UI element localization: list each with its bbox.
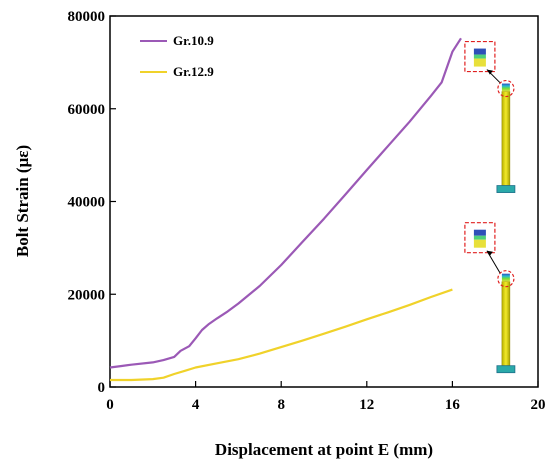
- plot-area: 0 4 8 12 16 20 0 20000 40000 60000 80000: [68, 9, 546, 413]
- y-tick-label: 80000: [68, 9, 106, 25]
- zoom-cap-yellow: [473, 239, 486, 248]
- x-tick-label: 12: [359, 397, 374, 413]
- x-tick-label: 20: [531, 397, 546, 413]
- focus-circle: [497, 79, 515, 98]
- axis-ticks: 0 4 8 12 16 20 0 20000 40000 60000 80000: [68, 9, 546, 413]
- y-tick-label: 0: [98, 380, 106, 396]
- series-layer: [109, 37, 462, 382]
- zoom-cap-green: [473, 54, 486, 59]
- legend: Gr.10.9 Gr.12.9: [140, 33, 214, 79]
- zoom-arrow-head: [486, 250, 493, 256]
- bolt-inset-gr12-9: [464, 222, 516, 374]
- x-tick-label: 16: [445, 397, 461, 413]
- bolt-tip: [501, 273, 510, 282]
- y-tick-label: 20000: [68, 287, 106, 303]
- bolt-head: [496, 185, 516, 193]
- y-axis-label: Bolt Strain (με): [13, 145, 32, 257]
- bolt-insets: [464, 40, 516, 374]
- zoom-arrow: [486, 250, 501, 273]
- zoom-box: [464, 222, 496, 254]
- bolt-inset-gr10-9: [464, 40, 516, 193]
- series-line-gr-12-9: [110, 288, 453, 382]
- zoom-box: [464, 40, 496, 73]
- series-line-gr-10-9: [109, 37, 462, 369]
- bolt-shank: [501, 281, 511, 366]
- x-tick-label: 8: [277, 397, 285, 413]
- legend-label-gr12-9: Gr.12.9: [173, 64, 214, 79]
- zoom-cap-blue: [473, 229, 486, 236]
- zoom-cap-yellow: [473, 58, 486, 67]
- x-axis-label: Displacement at point E (mm): [215, 440, 433, 459]
- bolt-tip: [501, 83, 510, 92]
- zoom-cap-green: [473, 235, 486, 240]
- x-tick-label: 4: [192, 397, 200, 413]
- y-tick-label: 60000: [68, 102, 106, 118]
- y-tick-label: 40000: [68, 195, 106, 211]
- x-tick-label: 0: [106, 397, 114, 413]
- bolt-head: [496, 365, 516, 374]
- zoom-cap-blue: [473, 48, 486, 55]
- focus-circle: [497, 270, 515, 288]
- bolt-shank: [501, 91, 511, 186]
- zoom-arrow-head: [486, 69, 493, 75]
- legend-label-gr10-9: Gr.10.9: [173, 33, 214, 48]
